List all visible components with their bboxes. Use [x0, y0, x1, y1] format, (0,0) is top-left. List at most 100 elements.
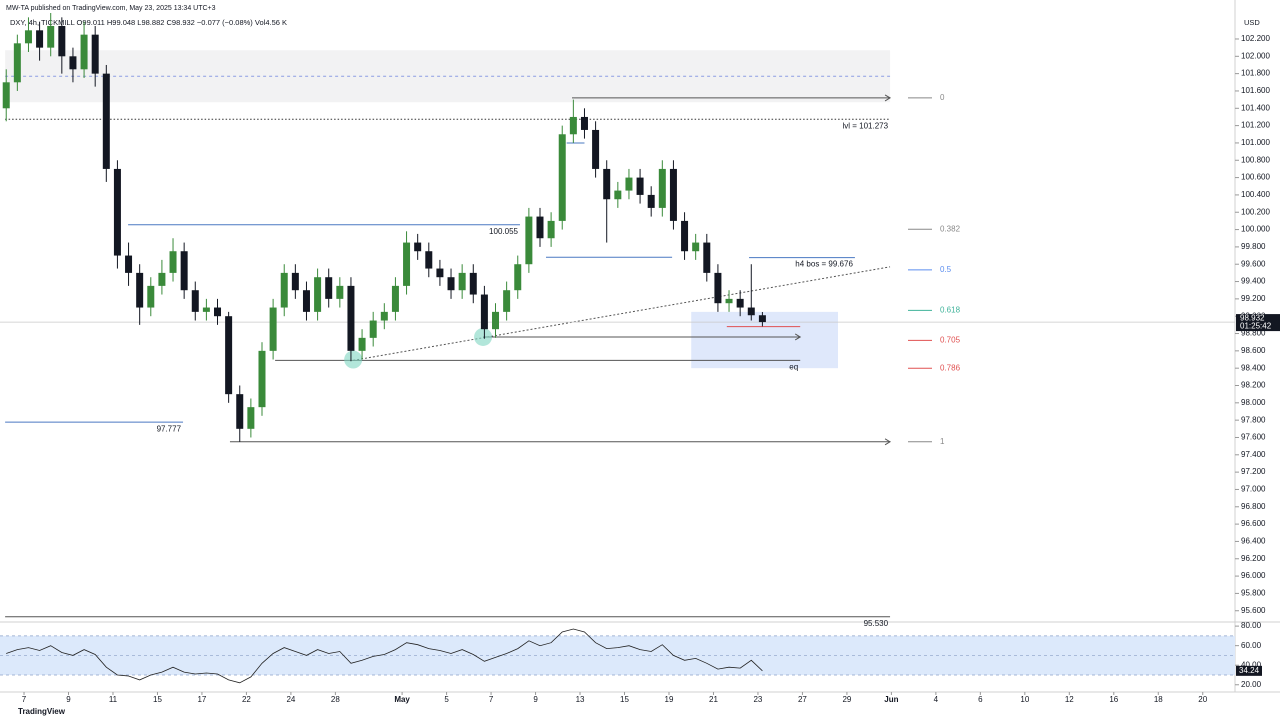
- candle-body: [258, 350, 266, 408]
- x-tick-label: 15: [620, 695, 629, 704]
- y-tick-label: 96.000: [1241, 571, 1266, 580]
- y-tick-label: 96.200: [1241, 554, 1266, 563]
- level-label: h4 bos = 99.676: [795, 260, 853, 269]
- x-tick-label: 19: [665, 695, 674, 704]
- level-label: eq: [789, 362, 798, 371]
- level-label: 95.530: [864, 619, 889, 628]
- fib-label: 0.618: [940, 306, 961, 315]
- y-tick-label: 100.000: [1241, 225, 1270, 234]
- x-tick-label: 10: [1020, 695, 1029, 704]
- y-tick-label: 102.200: [1241, 34, 1270, 43]
- x-tick-label: 5: [444, 695, 449, 704]
- y-tick-label: 98.000: [1241, 398, 1266, 407]
- candle-body: [469, 272, 477, 295]
- logo: TradingView: [18, 707, 66, 716]
- y-tick-label: 101.800: [1241, 69, 1270, 78]
- y-tick-label: 99.600: [1241, 259, 1266, 268]
- candle-body: [180, 251, 188, 291]
- candle-body: [658, 168, 666, 208]
- x-tick-label: 21: [709, 695, 718, 704]
- candle-body: [291, 272, 299, 291]
- price-badge: [1236, 314, 1280, 332]
- y-tick-label: 97.600: [1241, 433, 1266, 442]
- candle-body: [247, 407, 255, 429]
- y-tick-label: 100.400: [1241, 190, 1270, 199]
- rsi-tick-label: 80.00: [1241, 621, 1262, 630]
- fib-label: 0.705: [940, 335, 961, 344]
- candle-body: [47, 25, 55, 48]
- y-tick-label: 95.600: [1241, 606, 1266, 615]
- y-tick-label: 96.800: [1241, 502, 1266, 511]
- arrow-head: [794, 333, 802, 341]
- candle-body: [91, 34, 99, 74]
- candle-body: [647, 194, 655, 208]
- x-tick-label: 23: [753, 695, 762, 704]
- rsi-tick-label: 60.00: [1241, 641, 1262, 650]
- y-tick-label: 99.200: [1241, 294, 1266, 303]
- candle-body: [169, 251, 177, 273]
- y-tick-label: 97.200: [1241, 467, 1266, 476]
- candle-body: [36, 30, 44, 48]
- x-tick-label: 9: [66, 695, 71, 704]
- x-tick-label: 7: [22, 695, 27, 704]
- x-tick-label: 28: [331, 695, 340, 704]
- level-label: lvl = 101.273: [842, 121, 888, 130]
- x-tick-label: 27: [798, 695, 807, 704]
- rsi-line: [6, 628, 763, 684]
- candle-body: [503, 290, 511, 312]
- y-tick-label: 99.800: [1241, 242, 1266, 251]
- candle-body: [514, 264, 522, 291]
- pivot-marker: [474, 327, 493, 346]
- y-tick-label: 97.800: [1241, 415, 1266, 424]
- candle-body: [347, 285, 355, 351]
- candle-body: [113, 168, 121, 256]
- x-tick-label: 11: [109, 695, 118, 704]
- candle-body: [425, 251, 433, 269]
- candle-body: [380, 311, 388, 321]
- candle-body: [102, 73, 110, 169]
- candle-body: [80, 34, 88, 70]
- candle-body: [692, 242, 700, 252]
- candle-body: [69, 56, 77, 70]
- y-tick-label: 98.800: [1241, 329, 1266, 338]
- candle-body: [280, 272, 288, 308]
- y-tick-label: 100.600: [1241, 173, 1270, 182]
- candle-body: [158, 272, 166, 286]
- x-tick-label: 22: [242, 695, 251, 704]
- candle-body: [736, 298, 744, 308]
- arrow-head: [884, 438, 892, 446]
- rsi-badge-value: 34.24: [1239, 666, 1260, 675]
- candle-body: [302, 290, 310, 312]
- rsi-tick-label: 20.00: [1241, 680, 1262, 689]
- candle-body: [191, 290, 199, 312]
- fib-label: 0.382: [940, 224, 961, 233]
- x-tick-label: 15: [153, 695, 162, 704]
- price-badge-value: 98.932: [1240, 314, 1265, 323]
- candle-body: [24, 30, 32, 44]
- x-tick-label: 6: [978, 695, 983, 704]
- x-tick-label: 20: [1198, 695, 1207, 704]
- fib-label: 0.5: [940, 265, 952, 274]
- candle-body: [758, 315, 766, 323]
- y-tick-label: 98.200: [1241, 381, 1266, 390]
- legend: DXY, 4h, TICKMILL O99.011 H99.048 L98.88…: [10, 18, 287, 27]
- candle-body: [436, 268, 444, 278]
- publisher: MW-TA published on TradingView.com, May …: [6, 5, 216, 12]
- candle-body: [147, 285, 155, 308]
- candle-body: [703, 242, 711, 273]
- y-tick-label: 101.600: [1241, 86, 1270, 95]
- x-tick-label: 12: [1065, 695, 1074, 704]
- y-tick-label: 102.000: [1241, 51, 1270, 60]
- rsi-tick-label: 40.00: [1241, 660, 1262, 669]
- candle-body: [547, 220, 555, 239]
- y-tick-label: 99.400: [1241, 277, 1266, 286]
- candle-body: [269, 307, 277, 351]
- x-tick-label: 18: [1154, 695, 1163, 704]
- trendline: [353, 266, 891, 361]
- candle-body: [58, 25, 66, 57]
- candle-body: [592, 129, 600, 169]
- y-tick-label: 96.600: [1241, 519, 1266, 528]
- candle-body: [202, 307, 210, 312]
- candle-body: [614, 190, 622, 200]
- x-tick-label: 24: [286, 695, 295, 704]
